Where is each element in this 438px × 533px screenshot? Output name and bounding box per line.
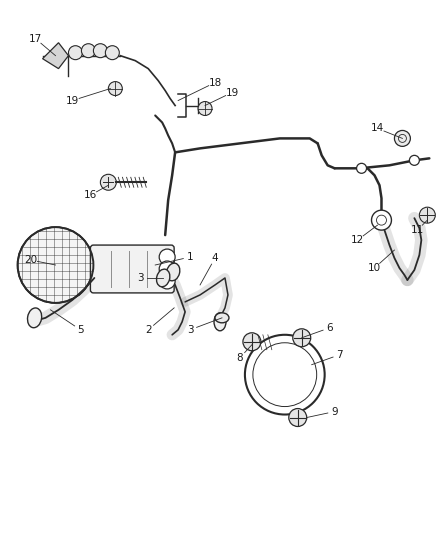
Circle shape: [198, 101, 212, 116]
Polygon shape: [42, 43, 68, 69]
Text: 4: 4: [212, 253, 218, 263]
Text: 11: 11: [411, 225, 424, 235]
Circle shape: [68, 46, 82, 60]
Circle shape: [357, 163, 367, 173]
Circle shape: [419, 207, 435, 223]
Circle shape: [159, 273, 175, 289]
Text: 10: 10: [368, 263, 381, 273]
Circle shape: [395, 131, 410, 147]
Circle shape: [371, 210, 392, 230]
Text: 19: 19: [66, 95, 79, 106]
Ellipse shape: [166, 263, 180, 281]
Text: 16: 16: [84, 190, 97, 200]
Circle shape: [100, 174, 117, 190]
Text: 17: 17: [29, 34, 42, 44]
Text: 3: 3: [187, 325, 194, 335]
Circle shape: [159, 249, 175, 265]
Text: 1: 1: [187, 252, 194, 262]
Circle shape: [410, 155, 419, 165]
Circle shape: [93, 44, 107, 58]
FancyBboxPatch shape: [90, 245, 174, 293]
Text: 9: 9: [331, 407, 338, 416]
Text: 7: 7: [336, 350, 343, 360]
Circle shape: [18, 227, 93, 303]
Text: 12: 12: [351, 235, 364, 245]
Text: 2: 2: [145, 325, 152, 335]
Ellipse shape: [28, 308, 42, 328]
Circle shape: [293, 329, 311, 347]
Text: 5: 5: [77, 325, 84, 335]
Circle shape: [159, 261, 175, 277]
Circle shape: [81, 44, 95, 58]
Text: 3: 3: [137, 273, 144, 283]
Text: 18: 18: [208, 78, 222, 87]
Circle shape: [108, 82, 122, 95]
Ellipse shape: [215, 313, 229, 323]
Circle shape: [289, 409, 307, 426]
Text: 19: 19: [225, 87, 239, 98]
Ellipse shape: [156, 269, 170, 287]
Circle shape: [106, 46, 119, 60]
Ellipse shape: [214, 313, 226, 331]
Text: 14: 14: [371, 124, 384, 133]
Text: 20: 20: [24, 255, 37, 265]
Circle shape: [243, 333, 261, 351]
Text: 6: 6: [326, 323, 333, 333]
Text: 8: 8: [237, 353, 243, 363]
